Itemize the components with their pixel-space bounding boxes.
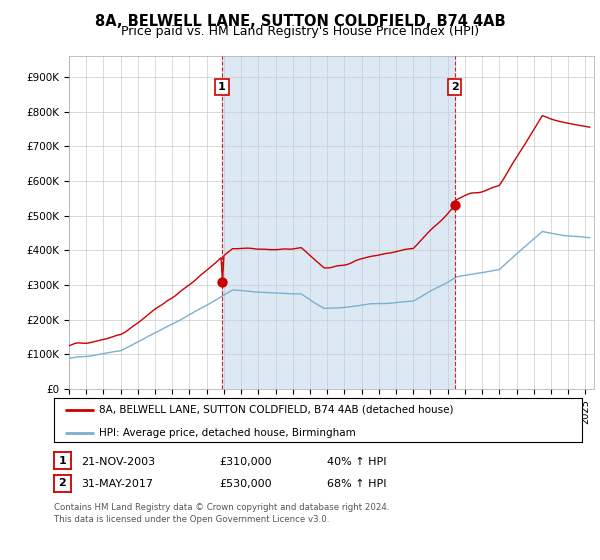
Text: 1: 1 (59, 456, 66, 466)
Bar (222, 56, 455, 389)
Text: £530,000: £530,000 (219, 479, 272, 489)
Text: 8A, BELWELL LANE, SUTTON COLDFIELD, B74 4AB: 8A, BELWELL LANE, SUTTON COLDFIELD, B74 … (95, 14, 505, 29)
Text: Contains HM Land Registry data © Crown copyright and database right 2024.: Contains HM Land Registry data © Crown c… (54, 503, 389, 512)
Text: 2: 2 (59, 478, 66, 488)
Text: 31-MAY-2017: 31-MAY-2017 (81, 479, 153, 489)
Text: This data is licensed under the Open Government Licence v3.0.: This data is licensed under the Open Gov… (54, 515, 329, 524)
Text: 68% ↑ HPI: 68% ↑ HPI (327, 479, 386, 489)
Point (450, 201, 460, 210)
Text: 40% ↑ HPI: 40% ↑ HPI (327, 457, 386, 467)
Text: 21-NOV-2003: 21-NOV-2003 (81, 457, 155, 467)
Text: 1: 1 (218, 82, 226, 92)
Point (217, 277, 227, 286)
Text: Price paid vs. HM Land Registry's House Price Index (HPI): Price paid vs. HM Land Registry's House … (121, 25, 479, 38)
Text: 2: 2 (451, 82, 458, 92)
Text: 8A, BELWELL LANE, SUTTON COLDFIELD, B74 4AB (detached house): 8A, BELWELL LANE, SUTTON COLDFIELD, B74 … (99, 405, 454, 415)
Text: HPI: Average price, detached house, Birmingham: HPI: Average price, detached house, Birm… (99, 427, 356, 437)
Text: £310,000: £310,000 (219, 457, 272, 467)
